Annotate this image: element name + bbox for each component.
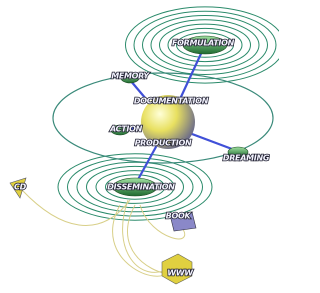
node-label: MEMORY (111, 72, 150, 81)
node-label: FORMULATION (172, 39, 235, 48)
node-label: DREAMING (223, 154, 270, 163)
node-label: PRODUCTION (135, 139, 192, 148)
scene: FORMULATION MEMORY DOCUMENTATION ACTION … (0, 0, 279, 293)
node-label: ACTION (109, 125, 143, 134)
node-label: DOCUMENTATION (134, 97, 209, 106)
node-label: BOOK (166, 212, 192, 221)
node-label: WWW (167, 269, 194, 278)
node-label: CD (14, 183, 27, 192)
node-label: DISSEMINATION (107, 183, 175, 192)
